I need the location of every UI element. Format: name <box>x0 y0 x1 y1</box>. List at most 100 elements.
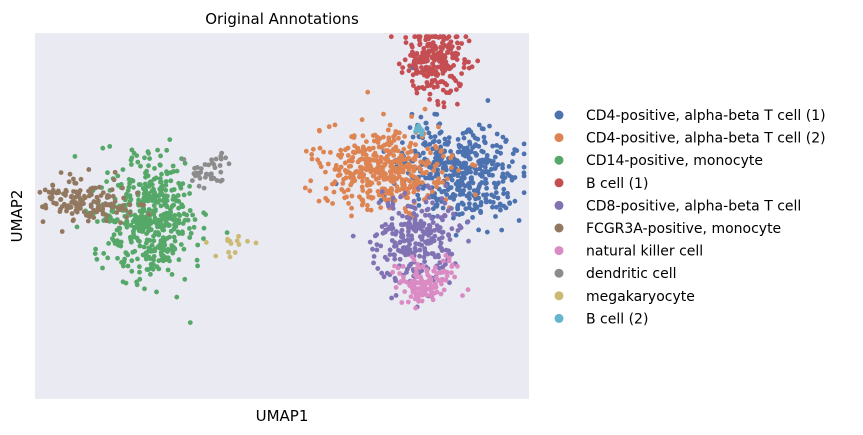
x-axis-label: UMAP1 <box>256 407 309 425</box>
data-point <box>435 102 441 107</box>
data-point <box>226 249 232 255</box>
data-point <box>463 34 469 40</box>
data-point <box>127 181 132 186</box>
data-point <box>384 158 390 163</box>
data-point <box>125 252 131 258</box>
data-point <box>396 174 402 180</box>
data-point <box>63 192 68 198</box>
data-point <box>78 206 83 211</box>
data-point <box>100 206 106 212</box>
data-point <box>417 274 423 280</box>
data-point <box>449 206 454 211</box>
data-point <box>172 238 178 244</box>
series-3-points <box>388 34 481 110</box>
data-point <box>371 254 377 259</box>
data-point <box>190 178 195 184</box>
data-point <box>137 224 143 230</box>
data-point <box>125 263 131 269</box>
data-point <box>442 213 448 219</box>
data-point <box>135 256 140 262</box>
data-point <box>226 161 232 167</box>
data-point <box>310 146 316 152</box>
data-point <box>493 185 499 191</box>
data-point <box>356 149 361 154</box>
data-point <box>163 257 169 262</box>
data-point <box>144 267 150 272</box>
data-point <box>423 175 429 181</box>
data-point <box>417 59 422 65</box>
data-point <box>433 151 439 156</box>
data-point <box>340 181 346 186</box>
data-point <box>430 220 436 226</box>
data-point <box>85 218 91 224</box>
data-point <box>476 227 481 233</box>
data-point <box>386 203 391 209</box>
data-point <box>158 153 164 159</box>
data-point <box>444 192 449 197</box>
data-point <box>409 42 414 48</box>
data-point <box>213 253 219 259</box>
data-point <box>91 199 97 204</box>
data-point <box>456 45 461 51</box>
data-point <box>232 250 238 255</box>
data-point <box>37 189 43 195</box>
data-point <box>349 158 355 164</box>
data-point <box>181 157 187 162</box>
data-point <box>390 269 395 275</box>
data-point <box>510 151 516 157</box>
data-point <box>40 219 46 225</box>
data-point <box>124 214 129 220</box>
data-point <box>426 175 432 181</box>
data-point <box>374 153 379 159</box>
data-point <box>395 148 401 154</box>
data-point <box>70 198 76 204</box>
data-point <box>416 196 422 202</box>
data-point <box>173 217 179 223</box>
legend-marker <box>554 133 564 143</box>
data-point <box>429 216 435 221</box>
data-point <box>154 289 159 295</box>
data-point <box>416 221 421 227</box>
data-point <box>360 188 366 193</box>
data-point <box>152 190 157 196</box>
data-point <box>54 201 59 207</box>
data-point <box>427 82 433 88</box>
data-point <box>485 156 490 162</box>
data-point <box>384 257 390 262</box>
data-point <box>361 156 367 162</box>
data-point <box>190 212 196 218</box>
data-point <box>95 206 101 212</box>
data-point <box>438 240 444 246</box>
data-point <box>389 216 395 221</box>
data-point <box>401 146 407 152</box>
data-point <box>411 227 417 232</box>
data-point <box>449 165 454 171</box>
data-point <box>483 196 489 202</box>
data-point <box>431 268 437 274</box>
data-point <box>452 274 457 280</box>
data-point <box>378 159 384 165</box>
data-point <box>436 139 442 145</box>
data-point <box>490 204 495 210</box>
data-point <box>406 220 412 225</box>
data-point <box>396 135 401 141</box>
data-point <box>393 277 398 283</box>
data-point <box>412 206 418 212</box>
data-point <box>372 233 378 239</box>
data-point <box>448 149 453 154</box>
data-point <box>176 212 182 217</box>
data-point <box>374 166 380 171</box>
data-point <box>419 70 425 75</box>
data-point <box>159 252 164 258</box>
data-point <box>137 276 143 282</box>
data-point <box>167 137 173 143</box>
data-point <box>391 134 396 140</box>
data-point <box>426 212 432 218</box>
data-point <box>409 114 414 119</box>
data-point <box>187 320 193 325</box>
data-point <box>458 225 464 231</box>
data-point <box>217 163 223 168</box>
data-point <box>450 172 456 178</box>
data-point <box>467 139 472 145</box>
data-point <box>408 294 414 299</box>
